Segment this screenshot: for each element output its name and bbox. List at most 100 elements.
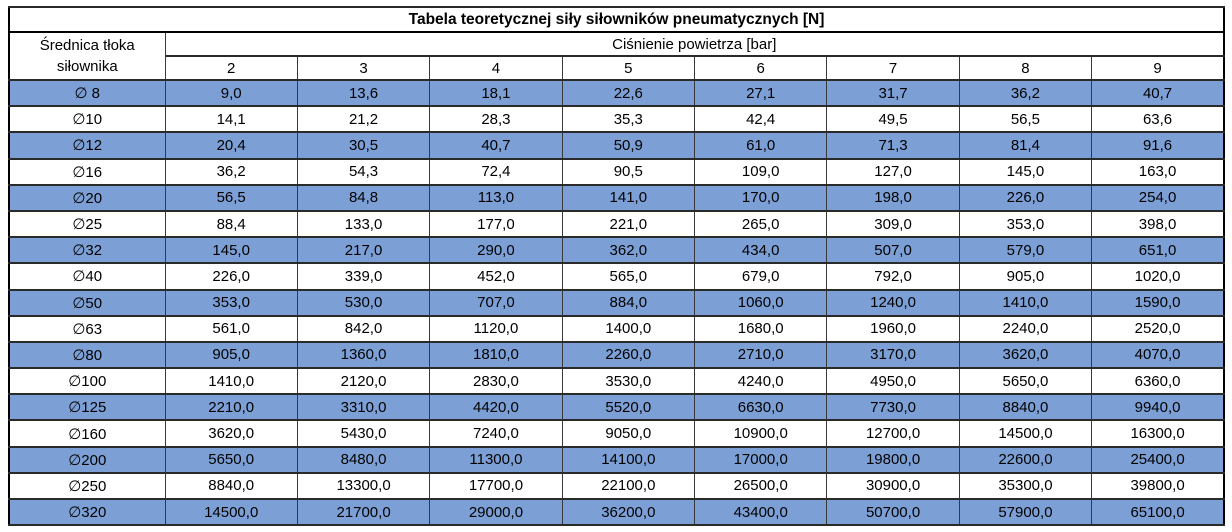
diameter-cell: ∅40 (8, 262, 166, 291)
table-row: ∅20 56,5 84,8 113,0 141,0 170,0 198,0 226,0 254,… (8, 183, 1225, 212)
force-value-cell: 57900,0 (958, 497, 1093, 527)
force-value-cell: 226,0 (958, 183, 1093, 212)
force-value-cell: 362,0 (561, 236, 696, 265)
table-row: ∅200 5650,0 8480,0 11300,0 14100,0 17000,0 198… (8, 445, 1225, 474)
force-value-cell: 290,0 (429, 236, 563, 265)
pressure-col-header: 7 (826, 55, 960, 81)
force-value-cell: 842,0 (296, 314, 431, 343)
force-value-cell: 9940,0 (1091, 393, 1225, 422)
pressure-col-header: 6 (693, 55, 828, 81)
force-value-cell: 561,0 (164, 314, 298, 343)
diameter-cell: ∅32 (8, 236, 166, 265)
force-value-cell: 18,1 (429, 78, 563, 108)
force-value-cell: 530,0 (296, 288, 431, 317)
force-value-cell: 43400,0 (693, 497, 828, 527)
table-row: ∅ 8 9,0 13,6 18,1 22,6 27,1 31,7 36,2 40,7 (8, 78, 1225, 108)
diameter-cell: ∅250 (8, 471, 166, 501)
force-value-cell: 905,0 (164, 340, 298, 370)
table-row: ∅50 353,0 530,0 707,0 884,0 1060,0 1240,0 1410,… (8, 288, 1225, 317)
diameter-cell: ∅200 (8, 445, 166, 474)
force-value-cell: 1590,0 (1091, 288, 1225, 317)
force-value-cell: 579,0 (958, 236, 1093, 265)
force-value-cell: 14100,0 (561, 445, 696, 474)
force-value-cell: 50,9 (561, 131, 696, 160)
table-row: ∅40 226,0 339,0 452,0 565,0 679,0 792,0 905,0 10… (8, 262, 1225, 291)
diameter-cell: ∅ 8 (8, 78, 166, 108)
force-value-cell: 198,0 (826, 183, 960, 212)
force-value-cell: 170,0 (693, 183, 828, 212)
force-value-cell: 35,3 (561, 105, 696, 134)
force-value-cell: 9050,0 (561, 419, 696, 448)
table-row: ∅10 14,1 21,2 28,3 35,3 42,4 49,5 56,5 63,6 (8, 105, 1225, 134)
force-value-cell: 10900,0 (693, 419, 828, 448)
force-value-cell: 339,0 (296, 262, 431, 291)
table-row: ∅250 8840,0 13300,0 17700,0 22100,0 26500,0 30… (8, 471, 1225, 501)
force-value-cell: 1020,0 (1091, 262, 1225, 291)
force-value-cell: 8840,0 (958, 393, 1093, 422)
force-value-cell: 254,0 (1091, 183, 1225, 212)
pressure-col-header: 5 (561, 55, 696, 81)
diameter-cell: ∅16 (8, 157, 166, 186)
pressure-col-header: 4 (429, 55, 563, 81)
force-value-cell: 56,5 (164, 183, 298, 212)
force-value-cell: 1120,0 (429, 314, 563, 343)
row-header-diameter: Średnica tłoka siłownika (8, 31, 166, 81)
force-value-cell: 1410,0 (164, 367, 298, 396)
table-row: ∅12 20,4 30,5 40,7 50,9 61,0 71,3 81,4 91,6 (8, 131, 1225, 160)
force-value-cell: 1410,0 (958, 288, 1093, 317)
force-value-cell: 905,0 (958, 262, 1093, 291)
pressure-col-header: 2 (164, 55, 298, 81)
diameter-cell: ∅63 (8, 314, 166, 343)
table-row: ∅80 905,0 1360,0 1810,0 2260,0 2710,0 3170,0 36… (8, 340, 1225, 370)
force-value-cell: 88,4 (164, 209, 298, 239)
force-value-cell: 113,0 (429, 183, 563, 212)
force-value-cell: 3620,0 (958, 340, 1093, 370)
force-value-cell: 14500,0 (958, 419, 1093, 448)
force-value-cell: 22,6 (561, 78, 696, 108)
force-value-cell: 2260,0 (561, 340, 696, 370)
force-value-cell: 1060,0 (693, 288, 828, 317)
force-value-cell: 1360,0 (296, 340, 431, 370)
force-value-cell: 71,3 (826, 131, 960, 160)
force-value-cell: 30,5 (296, 131, 431, 160)
force-value-cell: 163,0 (1091, 157, 1225, 186)
force-value-cell: 6360,0 (1091, 367, 1225, 396)
table-row: ∅25 88,4 133,0 177,0 221,0 265,0 309,0 353,0 398… (8, 209, 1225, 239)
force-value-cell: 28,3 (429, 105, 563, 134)
diameter-cell: ∅125 (8, 393, 166, 422)
force-value-cell: 26500,0 (693, 471, 828, 501)
force-value-cell: 12700,0 (826, 419, 960, 448)
force-value-cell: 63,6 (1091, 105, 1225, 134)
force-value-cell: 434,0 (693, 236, 828, 265)
force-value-cell: 65100,0 (1091, 497, 1225, 527)
force-value-cell: 14,1 (164, 105, 298, 134)
force-value-cell: 84,8 (296, 183, 431, 212)
table-row: ∅320 14500,0 21700,0 29000,0 36200,0 43400,0 5… (8, 497, 1225, 527)
force-value-cell: 4420,0 (429, 393, 563, 422)
table-row: ∅125 2210,0 3310,0 4420,0 5520,0 6630,0 7730,0… (8, 393, 1225, 422)
force-value-cell: 2210,0 (164, 393, 298, 422)
force-value-cell: 2520,0 (1091, 314, 1225, 343)
force-value-cell: 5430,0 (296, 419, 431, 448)
force-value-cell: 1240,0 (826, 288, 960, 317)
force-value-cell: 4240,0 (693, 367, 828, 396)
force-value-cell: 16300,0 (1091, 419, 1225, 448)
diameter-cell: ∅80 (8, 340, 166, 370)
pneumatic-force-table: Tabela teoretycznej siły siłowników pneu… (8, 6, 1225, 527)
force-value-cell: 2120,0 (296, 367, 431, 396)
force-value-cell: 81,4 (958, 131, 1093, 160)
force-value-cell: 353,0 (164, 288, 298, 317)
force-value-cell: 217,0 (296, 236, 431, 265)
force-value-cell: 145,0 (164, 236, 298, 265)
force-value-cell: 1400,0 (561, 314, 696, 343)
force-value-cell: 109,0 (693, 157, 828, 186)
pressure-col-header: 3 (296, 55, 431, 81)
table-body: ∅ 8 9,0 13,6 18,1 22,6 27,1 31,7 36,2 40,7 ∅10 14,… (8, 78, 1225, 527)
force-value-cell: 398,0 (1091, 209, 1225, 239)
table-header-group-row: Średnica tłoka siłownika Ciśnienie powie… (8, 31, 1225, 81)
diameter-cell: ∅10 (8, 105, 166, 134)
table-title: Tabela teoretycznej siły siłowników pneu… (8, 6, 1225, 33)
force-value-cell: 884,0 (561, 288, 696, 317)
force-value-cell: 30900,0 (826, 471, 960, 501)
